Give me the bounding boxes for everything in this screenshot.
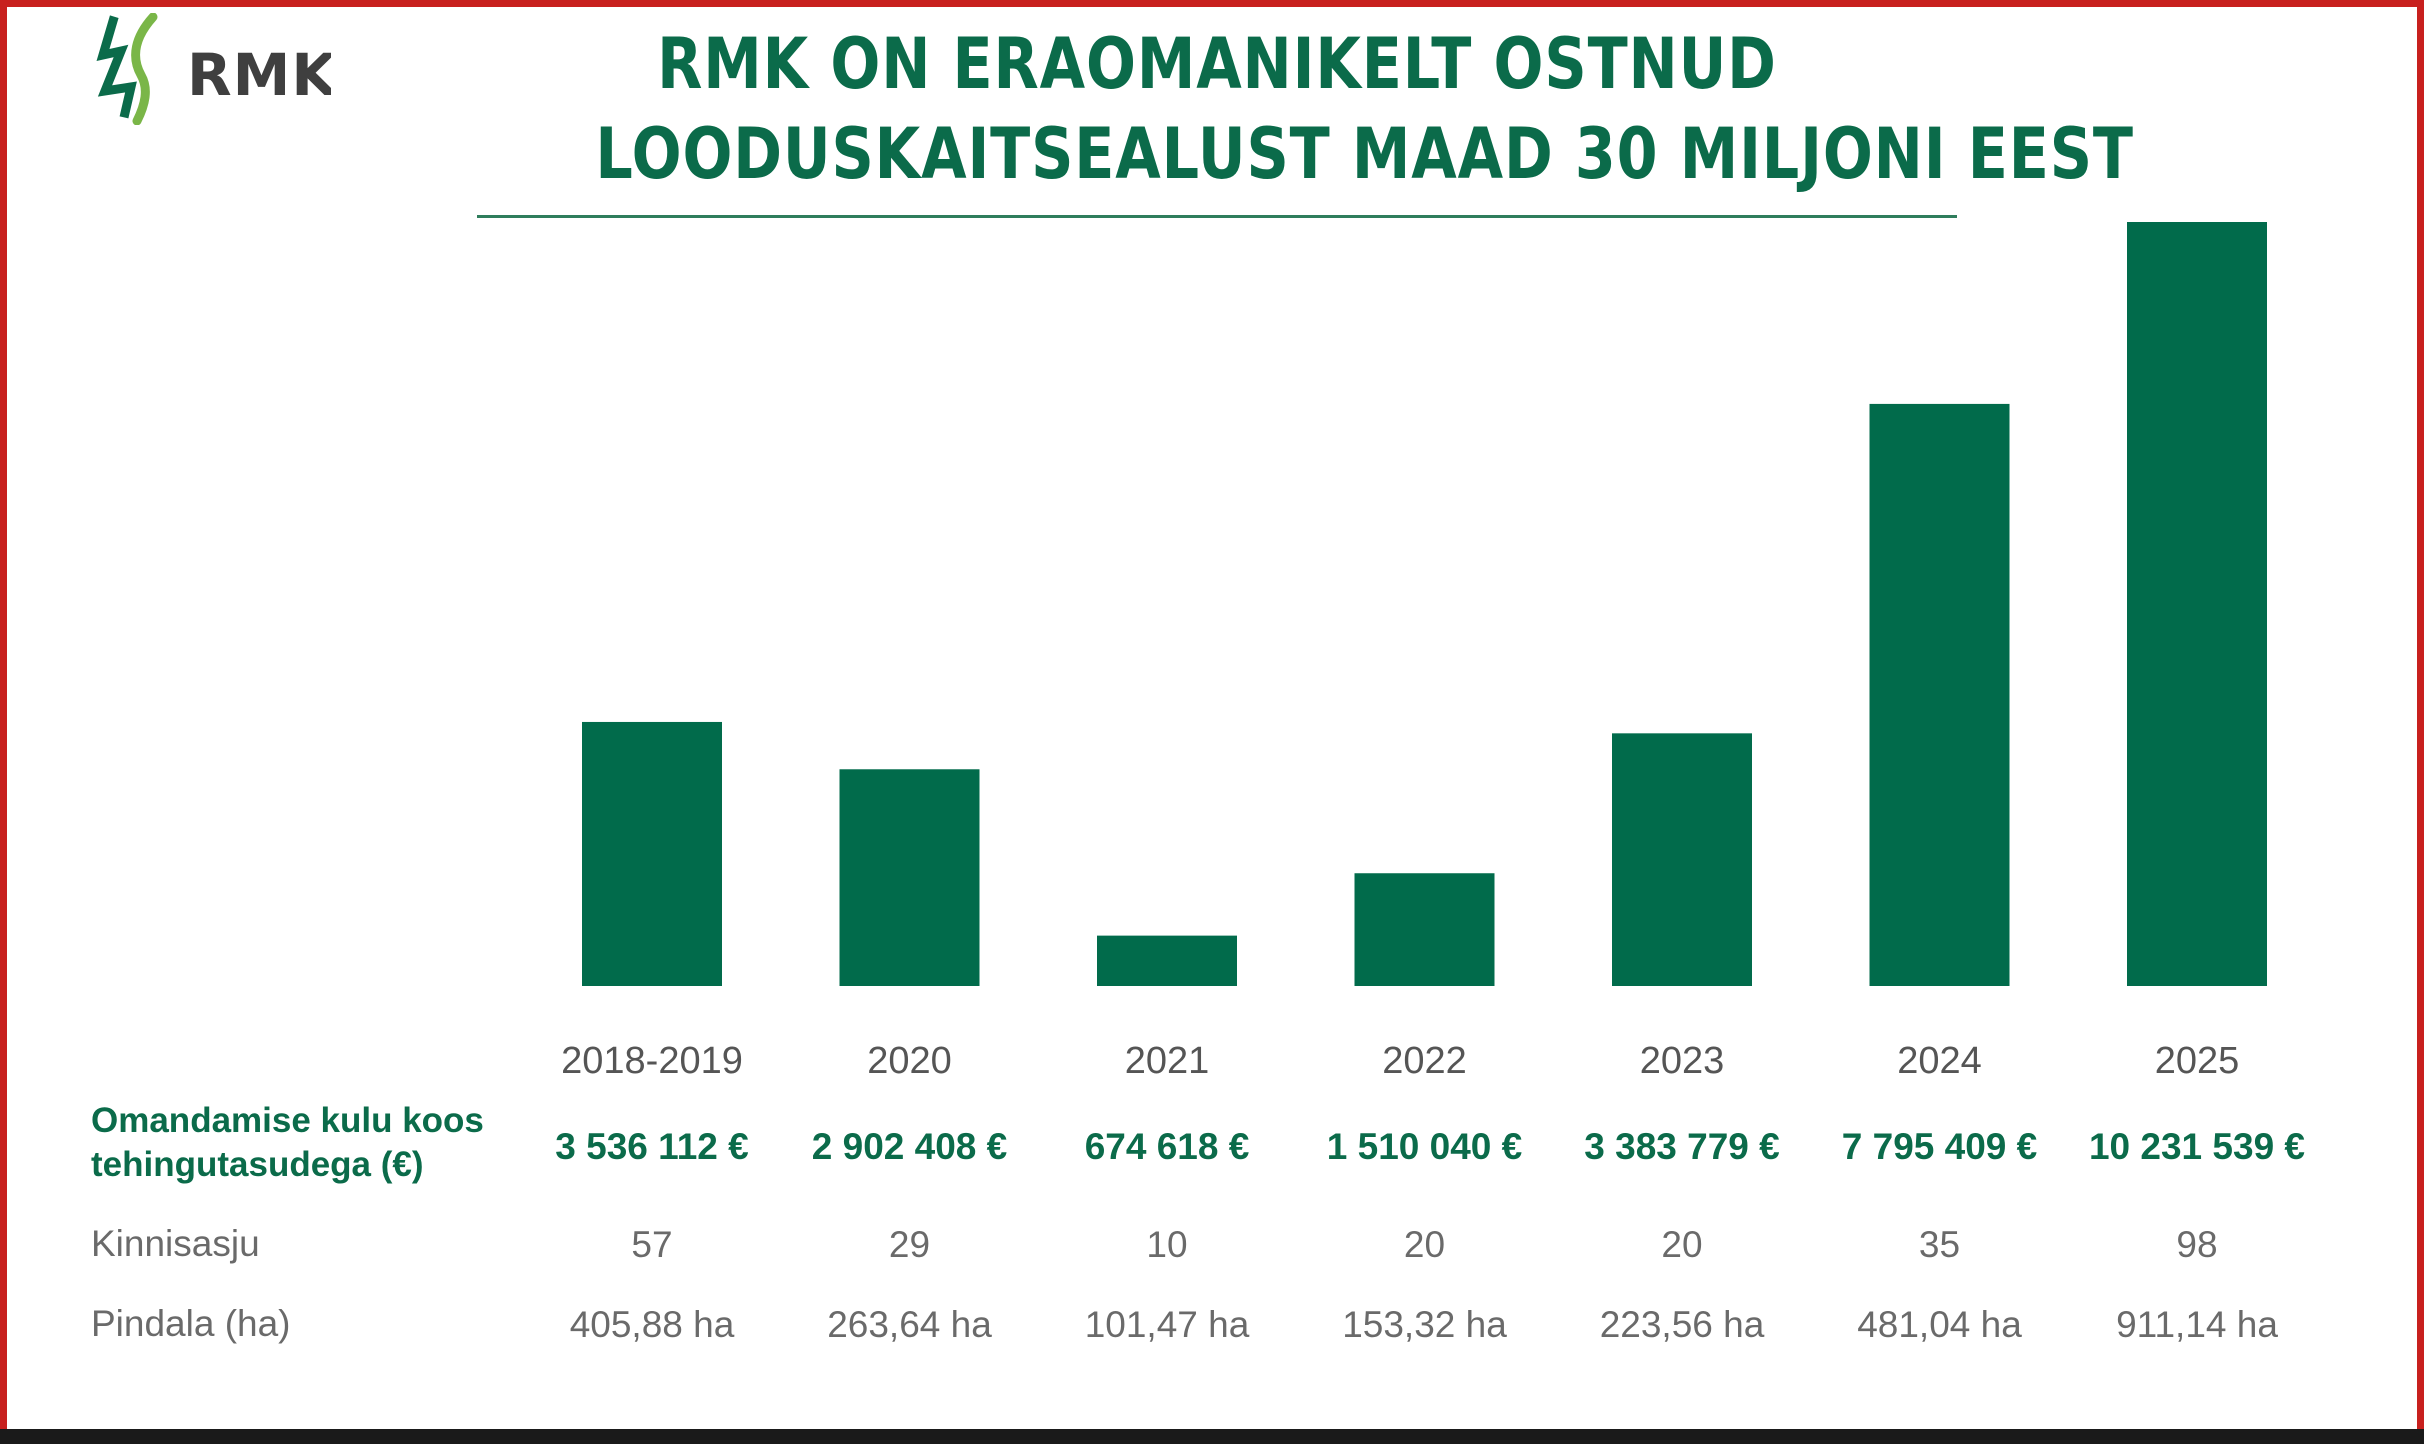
- bar-2024: [1869, 403, 2010, 986]
- bar-2022: [1354, 873, 1495, 986]
- bar-2025: [2127, 222, 2267, 986]
- count-value-2023: 20: [1661, 1224, 1702, 1265]
- category-labels-group: 2018-2019 2020 2021 2022 2023 2024 2025: [561, 1040, 2239, 1082]
- category-label-2022: 2022: [1382, 1040, 1467, 1082]
- category-label-2021: 2021: [1125, 1040, 1210, 1082]
- count-value-2021: 10: [1146, 1224, 1187, 1265]
- cost-value-2024: 7 795 409 €: [1842, 1126, 2037, 1167]
- cost-value-2018-2019: 3 536 112 €: [555, 1126, 748, 1167]
- count-value-2025: 98: [2176, 1224, 2217, 1265]
- bar-2023: [1612, 733, 1752, 986]
- area-row-label: Pindala (ha): [91, 1303, 291, 1344]
- cost-row-label: Omandamise kulu koos tehingutasudega (€): [91, 1101, 484, 1184]
- cost-value-2023: 3 383 779 €: [1584, 1126, 1779, 1167]
- category-label-2024: 2024: [1897, 1040, 1982, 1082]
- area-row-group: 405,88 ha 263,64 ha 101,47 ha 153,32 ha 223,…: [570, 1304, 2279, 1345]
- cost-value-2025: 10 231 539 €: [2089, 1126, 2305, 1167]
- area-value-2024: 481,04 ha: [1857, 1304, 2022, 1345]
- category-label-2018-2019: 2018-2019: [561, 1040, 743, 1082]
- title-underline: [477, 215, 1957, 218]
- cost-value-2021: 674 618 €: [1085, 1126, 1250, 1167]
- cost-row-group: 3 536 112 € 2 902 408 € 674 618 € 1 510 040…: [555, 1126, 2305, 1167]
- cost-value-2022: 1 510 040 €: [1327, 1126, 1522, 1167]
- area-value-2018-2019: 405,88 ha: [570, 1304, 735, 1345]
- category-label-2023: 2023: [1640, 1040, 1725, 1082]
- bar-2021: [1097, 935, 1237, 986]
- chart-title-line-1: RMK ON ERAOMANIKELT OSTNUD: [657, 23, 1777, 105]
- count-value-2018-2019: 57: [631, 1224, 672, 1265]
- area-value-2023: 223,56 ha: [1600, 1304, 1765, 1345]
- bar-2020: [839, 769, 980, 986]
- cost-value-2020: 2 902 408 €: [812, 1126, 1007, 1167]
- area-value-2021: 101,47 ha: [1085, 1304, 1250, 1345]
- bar-chart: 2018-2019 2020 2021 2022 2023 2024 2025 3 536 …: [555, 222, 2305, 1345]
- count-row-label: Kinnisasju: [91, 1223, 260, 1264]
- rmk-logo: RMK: [96, 13, 331, 125]
- count-value-2022: 20: [1404, 1224, 1445, 1265]
- count-row-group: 57 29 10 20 20 35 98: [631, 1224, 2217, 1265]
- rmk-logo-mark-icon: [96, 13, 158, 125]
- bars-group: [582, 222, 2267, 986]
- count-value-2024: 35: [1919, 1224, 1960, 1265]
- rmk-logo-wordmark: RMK: [187, 41, 331, 109]
- area-value-2025: 911,14 ha: [2116, 1304, 2278, 1345]
- category-label-2025: 2025: [2155, 1040, 2240, 1082]
- slide-canvas: RMK RMK ON ERAOMANIKELT OSTNUD LOODUSKAI…: [7, 7, 2417, 1429]
- bar-2018-2019: [582, 721, 722, 986]
- area-value-2022: 153,32 ha: [1342, 1304, 1507, 1345]
- count-value-2020: 29: [889, 1224, 930, 1265]
- area-value-2020: 263,64 ha: [827, 1304, 992, 1345]
- bottom-strip: [0, 1429, 2424, 1444]
- category-label-2020: 2020: [867, 1040, 952, 1082]
